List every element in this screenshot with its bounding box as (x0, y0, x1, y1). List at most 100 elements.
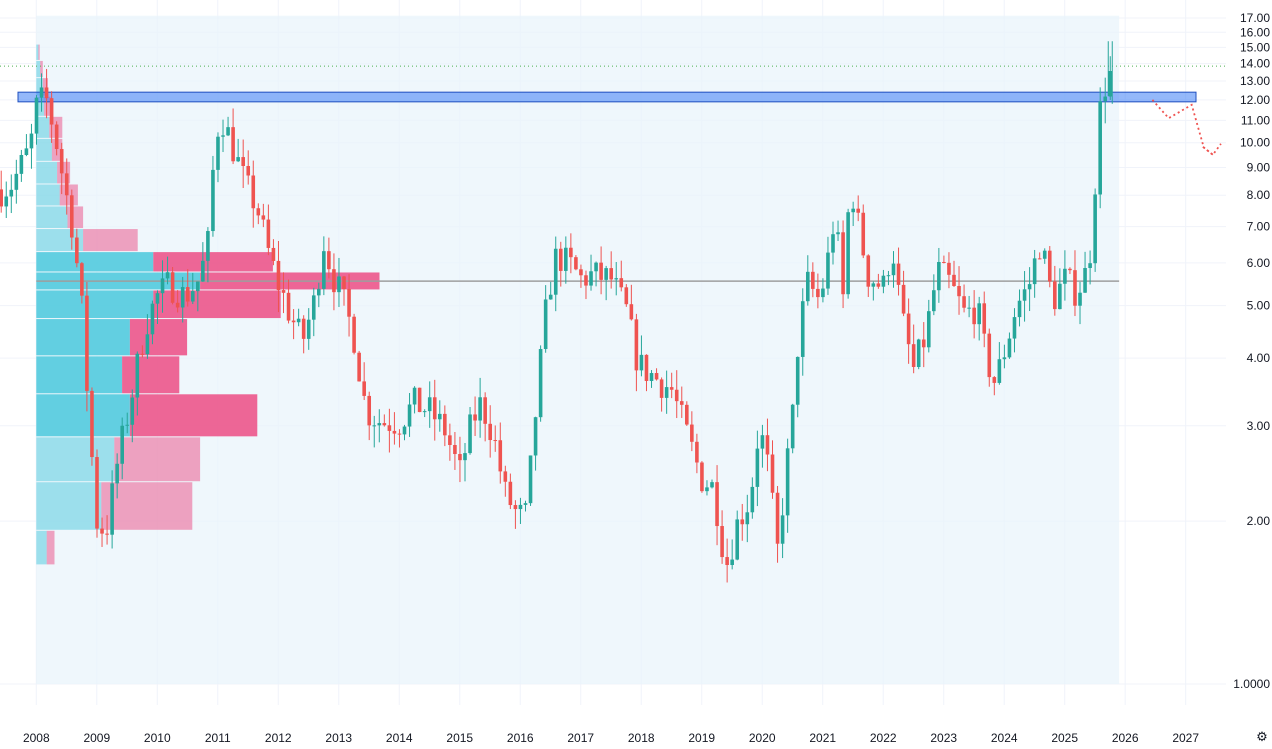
candle-up (755, 448, 760, 487)
candle-up (614, 278, 619, 280)
candle-up (916, 339, 921, 367)
candle-up (932, 290, 936, 312)
candle-down (458, 454, 462, 461)
candle-up (407, 404, 412, 427)
candle-down (362, 381, 366, 396)
price-tick-label: 1.0000 (1233, 677, 1270, 691)
candle-down (332, 269, 336, 293)
candle-down (629, 304, 634, 320)
candle-up (937, 261, 941, 291)
volume-profile-bar-up (36, 206, 68, 229)
candle-up (730, 559, 734, 565)
volume-profile-bar-down (114, 437, 201, 482)
candle-up (130, 397, 135, 425)
candle-down (261, 215, 266, 220)
volume-profile-bar-up (36, 44, 39, 60)
candle-down (397, 433, 402, 435)
candle-up (518, 504, 523, 510)
candle-up (115, 463, 119, 484)
candle-up (826, 252, 830, 289)
candle-up (871, 283, 876, 287)
resistance-zone[interactable] (17, 91, 1197, 103)
volume-profile-bar-up (36, 252, 154, 272)
candle-down (715, 482, 719, 527)
candle-up (190, 291, 195, 302)
candle-up (160, 278, 165, 294)
volume-profile-bar-up (36, 530, 47, 565)
candle-down (488, 423, 493, 441)
candle-up (135, 353, 140, 398)
time-tick-label: 2014 (386, 731, 413, 745)
candle-down (634, 319, 639, 371)
time-tick-label: 2025 (1051, 731, 1078, 745)
candle-up (412, 387, 417, 405)
price-axis[interactable]: 1.0000 2.00 3.00 4.00 5.00 6.00 7.00 8.00 9.00 10… (1233, 11, 1270, 691)
candle-down (382, 423, 387, 426)
volume-profile-bar-down (67, 206, 84, 229)
candle-down (327, 251, 331, 270)
time-axis[interactable]: 2008 2009 2010 2011 2012 2013 2014 2015 2016 2017… (0, 724, 1226, 745)
time-tick-label: 2012 (265, 731, 292, 745)
candle-down (775, 492, 780, 544)
candle-down (417, 387, 422, 413)
candle-down (44, 87, 49, 99)
candle-down (80, 263, 84, 296)
candle-up (649, 373, 654, 381)
time-tick-label: 2009 (83, 731, 110, 745)
candle-down (841, 232, 845, 295)
candle-up (372, 425, 377, 427)
volume-profile-bar-up (36, 319, 130, 356)
candle-up (750, 486, 755, 513)
candle-up (201, 260, 205, 282)
candle-down (866, 255, 871, 287)
candle-up (538, 349, 543, 418)
time-tick-label: 2022 (870, 731, 897, 745)
candle-down (483, 397, 487, 424)
candle-up (710, 482, 714, 488)
candle-up (14, 173, 19, 190)
projection-path[interactable] (1151, 99, 1214, 156)
volume-profile-bar-down (153, 252, 273, 272)
volume-profile-bar-down (44, 96, 51, 116)
candle-up (821, 288, 825, 298)
candle-down (170, 272, 175, 303)
candle-up (795, 356, 800, 405)
price-tick-label: 17.00 (1240, 11, 1270, 25)
price-tick-label: 4.00 (1247, 351, 1271, 365)
gear-icon[interactable]: ⚙ (1256, 729, 1268, 744)
candle-down (352, 316, 356, 353)
candle-up (926, 311, 931, 348)
candle-up (1032, 258, 1037, 285)
candle-up (543, 299, 548, 350)
candle-up (306, 319, 311, 339)
candle-up (604, 268, 608, 280)
candle-up (800, 301, 805, 357)
candle-up (1063, 268, 1067, 284)
volume-profile-bar-down (40, 60, 43, 78)
candle-down (942, 261, 946, 263)
volume-profile-bar-down (38, 44, 40, 60)
candle-up (1093, 194, 1097, 264)
candle-down (473, 414, 477, 421)
candle-down (569, 247, 573, 258)
price-tick-label: 14.00 (1240, 57, 1270, 71)
candle-up (891, 263, 896, 276)
time-tick-label: 2027 (1172, 731, 1199, 745)
volume-profile-bar-up (36, 161, 58, 184)
candle-down (1068, 268, 1072, 271)
candle-down (1037, 258, 1042, 260)
candle-down (503, 471, 508, 482)
volume-profile-bar-down (153, 290, 281, 319)
candle-down (765, 435, 770, 455)
candle-down (1053, 281, 1057, 310)
candle-up (639, 354, 644, 371)
candle-up (564, 247, 568, 271)
candle-up (165, 272, 170, 279)
candle-down (972, 307, 976, 325)
candle-down (90, 390, 94, 458)
candle-down (579, 269, 583, 276)
candle-up (705, 487, 709, 492)
candle-down (962, 296, 966, 308)
volume-profile-bar-down (59, 184, 78, 206)
